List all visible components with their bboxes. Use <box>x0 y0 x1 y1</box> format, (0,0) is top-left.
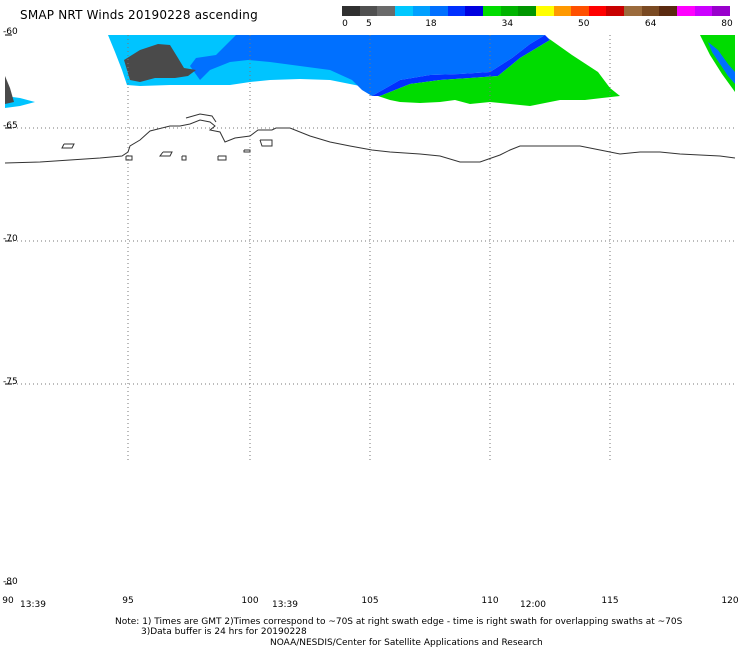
swath-darkblue <box>372 35 550 96</box>
coastline <box>4 113 736 164</box>
lat-label: -60 <box>3 27 18 37</box>
lon-label: 120 <box>721 596 739 606</box>
colorbar-label: 80 <box>721 19 733 29</box>
swath-right-blue <box>708 42 735 84</box>
graticule <box>5 35 735 462</box>
note-line-2: 3)Data buffer is 24 hrs for 20190228 <box>141 627 307 637</box>
colorbar-segment <box>518 6 536 16</box>
colorbar-segment <box>624 6 642 16</box>
lat-label: -70 <box>3 234 18 244</box>
colorbar-label: 50 <box>578 19 590 29</box>
time-label: 12:00 <box>520 600 546 610</box>
swath-left-gray <box>5 76 14 104</box>
colorbar-segment <box>553 6 572 16</box>
colorbar-segment <box>447 6 466 16</box>
colorbar-segment <box>342 6 360 16</box>
colorbar-segment <box>535 6 554 16</box>
lon-label: 110 <box>481 596 499 606</box>
colorbar-segment <box>359 6 378 16</box>
colorbar-segment <box>412 6 431 16</box>
colorbar-segment <box>641 6 660 16</box>
lon-label: 115 <box>601 596 619 606</box>
note-line-1: Note: 1) Times are GMT 2)Times correspon… <box>115 617 683 627</box>
swath-green <box>378 38 620 106</box>
colorbar-segment <box>500 6 519 16</box>
colorbar-segment <box>430 6 448 16</box>
colorbar-label: 64 <box>644 19 657 29</box>
time-label: 13:39 <box>272 600 298 610</box>
swath-gray <box>124 44 196 82</box>
lon-label: 90 <box>2 596 14 606</box>
colorbar-segment <box>712 6 730 16</box>
colorbar-label: 5 <box>366 19 372 29</box>
lon-label: 100 <box>241 596 259 606</box>
colorbar-segment <box>694 6 713 16</box>
swath-blue <box>190 35 545 96</box>
colorbar-segment <box>606 6 624 16</box>
lon-label: 95 <box>122 596 134 606</box>
lat-label: -65 <box>3 121 18 131</box>
time-label: 13:39 <box>20 600 46 610</box>
colorbar-label: 18 <box>425 19 437 29</box>
map-title: SMAP NRT Winds 20190228 ascending <box>20 8 258 22</box>
colorbar-label: 0 <box>342 19 348 29</box>
lat-ticks <box>5 34 12 585</box>
note-line-3: NOAA/NESDIS/Center for Satellite Applica… <box>270 638 543 648</box>
lon-label: 105 <box>361 596 379 606</box>
colorbar <box>342 6 730 16</box>
wind-swath <box>5 35 735 108</box>
colorbar-segment <box>377 6 395 16</box>
swath-right-edge <box>700 35 735 92</box>
colorbar-segment <box>588 6 607 16</box>
colorbar-segment <box>465 6 483 16</box>
colorbar-segment <box>676 6 695 16</box>
colorbar-segment <box>659 6 677 16</box>
colorbar-segment <box>483 6 501 16</box>
lat-label: -75 <box>3 377 18 387</box>
lat-label: -80 <box>3 577 18 587</box>
colorbar-label: 34 <box>501 19 514 29</box>
colorbar-segment <box>571 6 589 16</box>
colorbar-segment <box>394 6 413 16</box>
